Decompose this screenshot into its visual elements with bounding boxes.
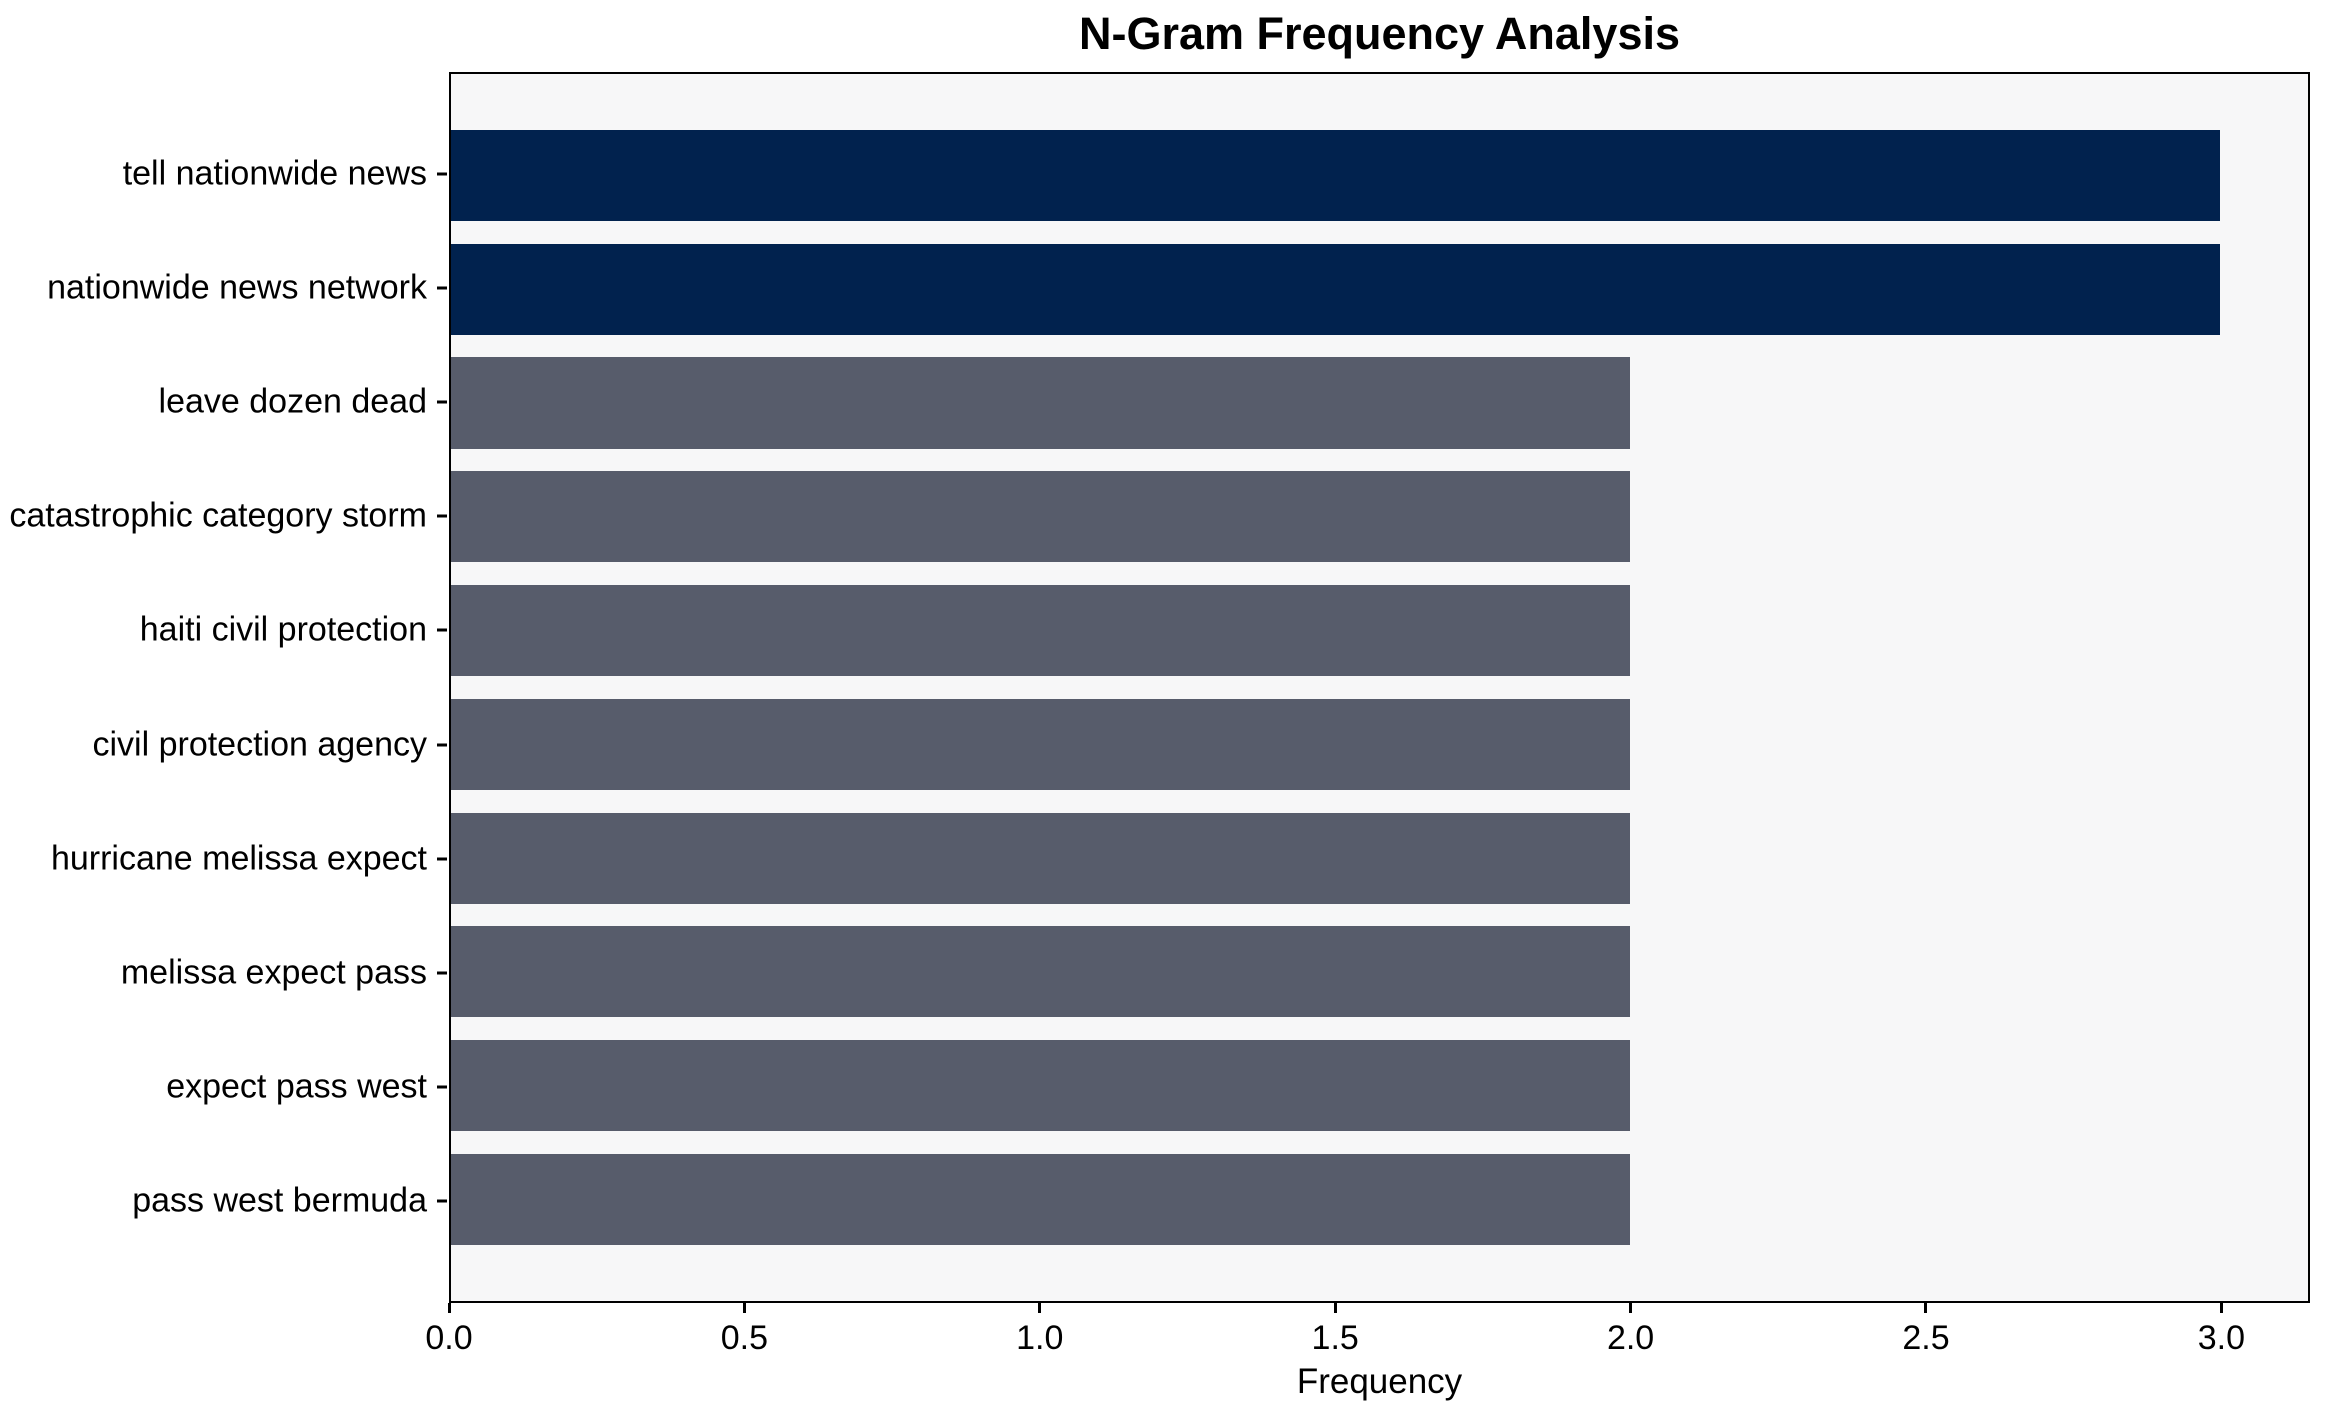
y-tick-label: pass west bermuda — [132, 1181, 427, 1220]
bar-row — [451, 232, 2308, 346]
y-tick-mark — [436, 286, 447, 290]
y-tick-mark — [436, 628, 447, 632]
bar — [451, 129, 2220, 221]
y-axis-row: nationwide news network — [0, 231, 449, 345]
y-tick-mark — [436, 514, 447, 518]
y-tick-mark — [436, 857, 447, 861]
y-tick-mark — [436, 400, 447, 404]
y-tick-label: tell nationwide news — [122, 154, 427, 193]
y-tick-mark — [436, 1085, 447, 1089]
x-axis-label: Frequency — [1296, 1362, 1463, 1401]
x-tick-label: 1.0 — [1016, 1319, 1064, 1357]
y-tick-label: nationwide news network — [47, 268, 427, 307]
x-tick-label: 2.0 — [1606, 1319, 1655, 1357]
y-tick-label: civil protection agency — [92, 725, 427, 764]
x-tick-mark — [742, 1303, 746, 1313]
plot-area — [449, 72, 2310, 1303]
bar-row — [451, 460, 2308, 574]
bar-row — [451, 801, 2308, 915]
bar — [451, 585, 1631, 677]
bar — [451, 1040, 1631, 1132]
bar-rows — [451, 119, 2308, 1257]
bar — [451, 926, 1631, 1018]
bar-row — [451, 1143, 2308, 1257]
x-tick-label: 0.5 — [720, 1319, 769, 1357]
bar — [451, 812, 1631, 904]
y-axis-row: civil protection agency — [0, 687, 449, 801]
y-tick-mark — [436, 172, 447, 176]
x-tick-mark — [2219, 1303, 2223, 1313]
x-tick-mark — [1333, 1303, 1337, 1313]
y-tick-label: leave dozen dead — [158, 382, 427, 421]
y-tick-mark — [436, 1199, 447, 1203]
x-axis: 0.0 0.5 1.0 1.5 2.0 2.5 3.0 — [425, 1303, 2310, 1363]
chart-title: N-Gram Frequency Analysis — [1078, 8, 1681, 59]
bar-row — [451, 687, 2308, 801]
bar-row — [451, 119, 2308, 233]
y-axis-row: hurricane melissa expect — [0, 802, 449, 916]
x-tick-mark — [447, 1303, 451, 1313]
bar-row — [451, 1029, 2308, 1143]
y-axis-row: catastrophic category storm — [0, 459, 449, 573]
y-axis-row: haiti civil protection — [0, 573, 449, 687]
y-axis-row: melissa expect pass — [0, 916, 449, 1030]
x-tick-label: 3.0 — [2197, 1319, 2246, 1357]
y-axis-row: tell nationwide news — [0, 117, 449, 231]
x-tick-mark — [1924, 1303, 1928, 1313]
y-axis-row: pass west bermuda — [0, 1144, 449, 1258]
x-tick-mark — [1038, 1303, 1042, 1313]
bar-row — [451, 915, 2308, 1029]
y-tick-label: expect pass west — [166, 1067, 427, 1106]
x-tick-label: 2.5 — [1902, 1319, 1950, 1357]
bar — [451, 243, 2220, 335]
y-tick-label: haiti civil protection — [139, 610, 427, 649]
bar — [451, 471, 1631, 563]
y-tick-label: catastrophic category storm — [9, 496, 427, 535]
bar — [451, 357, 1631, 449]
y-tick-mark — [436, 743, 447, 747]
bar-row — [451, 346, 2308, 460]
y-axis-row: leave dozen dead — [0, 345, 449, 459]
bar — [451, 1154, 1631, 1246]
y-axis-row: expect pass west — [0, 1030, 449, 1144]
y-tick-label: melissa expect pass — [120, 953, 427, 992]
bar-row — [451, 574, 2308, 688]
y-tick-label: hurricane melissa expect — [50, 839, 427, 878]
x-tick-label: 0.0 — [425, 1319, 473, 1357]
x-tick-label: 1.5 — [1311, 1319, 1359, 1357]
bar — [451, 698, 1631, 790]
y-axis: tell nationwide news nationwide news netw… — [0, 117, 449, 1259]
x-tick-mark — [1629, 1303, 1633, 1313]
y-tick-mark — [436, 971, 447, 975]
